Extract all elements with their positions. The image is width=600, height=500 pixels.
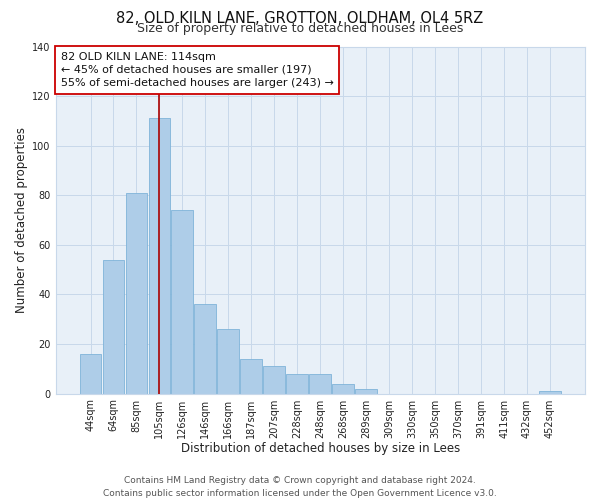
Bar [149,118,170,394]
Bar [332,384,354,394]
Text: 82 OLD KILN LANE: 114sqm
← 45% of detached houses are smaller (197)
55% of semi-: 82 OLD KILN LANE: 114sqm ← 45% of detach… [61,52,334,88]
Bar [172,210,193,394]
Bar [194,304,216,394]
Text: Size of property relative to detached houses in Lees: Size of property relative to detached ho… [137,22,463,35]
Bar [80,354,101,394]
Bar [539,391,561,394]
Text: 82, OLD KILN LANE, GROTTON, OLDHAM, OL4 5RZ: 82, OLD KILN LANE, GROTTON, OLDHAM, OL4 … [116,11,484,26]
Bar [241,359,262,394]
Bar [310,374,331,394]
Bar [103,260,124,394]
Bar [355,388,377,394]
X-axis label: Distribution of detached houses by size in Lees: Distribution of detached houses by size … [181,442,460,455]
Bar [286,374,308,394]
Bar [263,366,285,394]
Text: Contains HM Land Registry data © Crown copyright and database right 2024.
Contai: Contains HM Land Registry data © Crown c… [103,476,497,498]
Bar [217,329,239,394]
Bar [125,193,148,394]
Y-axis label: Number of detached properties: Number of detached properties [15,127,28,313]
